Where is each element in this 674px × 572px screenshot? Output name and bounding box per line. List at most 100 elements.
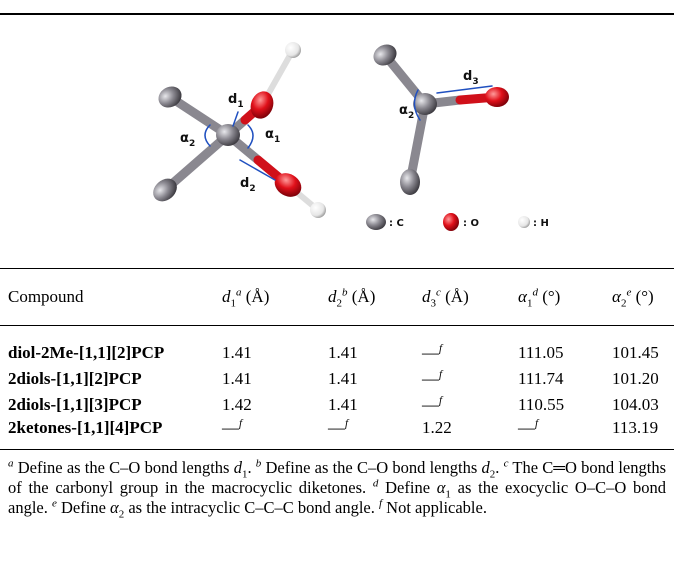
- page: {"figure": {"labels": [{"symbol": "d", "…: [0, 0, 674, 572]
- label-d2: d2: [240, 176, 256, 194]
- column-header: Compound: [0, 269, 222, 326]
- footnote-text: Define: [378, 478, 436, 497]
- header-note: d: [532, 286, 538, 298]
- column-header: d1a (Å): [222, 269, 328, 326]
- header-row: Compoundd1a (Å)d2b (Å)d3c (Å)α1d (°)α2e …: [0, 269, 674, 326]
- value-cell: —f: [422, 366, 518, 392]
- cell-text: 1.41: [328, 343, 358, 362]
- cell-text: —: [328, 418, 345, 437]
- header-symbol: d: [422, 287, 431, 306]
- cell-text: —: [222, 418, 239, 437]
- cell-note: f: [439, 368, 442, 380]
- footnote-text: .: [495, 458, 503, 477]
- compound-name: 2diols-[1,1][3]PCP: [0, 392, 222, 418]
- note-mark: f: [345, 417, 348, 429]
- cell-note: f: [239, 417, 242, 429]
- label-symbol: α: [399, 103, 408, 118]
- column-header: d2b (Å): [328, 269, 422, 326]
- label-symbol: d: [228, 92, 237, 107]
- column-header: d3c (Å): [422, 269, 518, 326]
- cell-text: 2diols-[1,1][3]PCP: [8, 395, 142, 414]
- cell-text: 1.22: [422, 418, 452, 437]
- cell-text: 1.41: [222, 369, 252, 388]
- spacer-cell: [222, 326, 328, 341]
- header-symbol: α: [518, 287, 527, 306]
- label-symbol: d: [240, 176, 249, 191]
- table-row: diol-2Me-[1,1][2]PCP1.411.41—f111.05101.…: [0, 340, 674, 366]
- molecule-figure: d1 α1 α2 d2 d3 α2 : C : O : H: [0, 0, 674, 268]
- legend-label: : O: [463, 218, 479, 229]
- header-note: a: [236, 286, 242, 298]
- footnote-symbol: α: [110, 498, 119, 517]
- legend-swatch: [518, 216, 530, 228]
- label-symbol: d: [463, 69, 472, 84]
- value-cell: 113.19: [612, 418, 674, 450]
- cell-text: 104.03: [612, 395, 659, 414]
- table-row: 2diols-[1,1][2]PCP1.411.41—f111.74101.20: [0, 366, 674, 392]
- cell-text: 2ketones-[1,1][4]PCP: [8, 418, 162, 437]
- spacer-cell: [0, 326, 222, 341]
- value-cell: 1.41: [328, 340, 422, 366]
- note-mark: f: [239, 417, 242, 429]
- footnote-text: Define as the C–O bond lengths: [261, 458, 481, 477]
- spacer-cell: [422, 326, 518, 341]
- cell-text: 101.45: [612, 343, 659, 362]
- note-mark: a: [236, 286, 242, 298]
- header-symbol: d: [222, 287, 231, 306]
- cell-text: 111.05: [518, 343, 564, 362]
- cell-text: diol-2Me-[1,1][2]PCP: [8, 343, 164, 362]
- cell-text: 113.19: [612, 418, 658, 437]
- label-symbol: α: [265, 127, 274, 142]
- value-cell: —f: [518, 418, 612, 450]
- legend-swatch: [443, 213, 459, 231]
- value-cell: 1.41: [222, 366, 328, 392]
- note-mark: f: [439, 368, 442, 380]
- cell-text: 1.41: [222, 343, 252, 362]
- cell-note: f: [439, 394, 442, 406]
- cell-text: 110.55: [518, 395, 564, 414]
- footnote-text: .: [247, 458, 255, 477]
- note-mark: f: [439, 342, 442, 354]
- compound-name: diol-2Me-[1,1][2]PCP: [0, 340, 222, 366]
- note-mark: f: [439, 394, 442, 406]
- value-cell: 1.41: [328, 392, 422, 418]
- footnote-text: Not applicable.: [382, 498, 487, 517]
- header-unit: (Å): [246, 287, 270, 306]
- label-symbol: α: [180, 131, 189, 146]
- label-alpha2: α2: [399, 103, 414, 121]
- value-cell: —f: [222, 418, 328, 450]
- cell-note: f: [345, 417, 348, 429]
- compound-name: 2diols-[1,1][2]PCP: [0, 366, 222, 392]
- header-subscript: 1: [231, 297, 237, 309]
- column-header: α1d (°): [518, 269, 612, 326]
- cell-note: f: [535, 417, 538, 429]
- footnote-text: as the intracyclic C–C–C bond angle.: [124, 498, 379, 517]
- label-d3: d3: [463, 69, 479, 87]
- label-sub: 1: [274, 135, 280, 145]
- value-cell: 1.41: [222, 340, 328, 366]
- cell-text: 1.41: [328, 395, 358, 414]
- value-cell: 1.41: [328, 366, 422, 392]
- value-cell: 110.55: [518, 392, 612, 418]
- cell-text: 2diols-[1,1][2]PCP: [8, 369, 142, 388]
- cell-text: —: [422, 369, 439, 388]
- label-alpha2: α2: [180, 131, 195, 149]
- value-cell: 101.20: [612, 366, 674, 392]
- header-unit: (Å): [352, 287, 376, 306]
- footnote-text: Define: [57, 498, 110, 517]
- cell-text: —: [422, 343, 439, 362]
- molecule-right: [370, 40, 509, 195]
- cell-text: 101.20: [612, 369, 659, 388]
- legend-swatch: [366, 214, 386, 230]
- header-symbol: α: [612, 287, 621, 306]
- header-symbol: d: [328, 287, 337, 306]
- compound-name: 2ketones-[1,1][4]PCP: [0, 418, 222, 450]
- header-subscript: 3: [431, 297, 437, 309]
- header-subscript: 2: [621, 297, 627, 309]
- label-sub: 2: [408, 111, 414, 121]
- value-cell: —f: [422, 340, 518, 366]
- legend-label: : H: [533, 218, 549, 229]
- footnotes: a Define as the C–O bond lengths d1. b D…: [8, 458, 666, 518]
